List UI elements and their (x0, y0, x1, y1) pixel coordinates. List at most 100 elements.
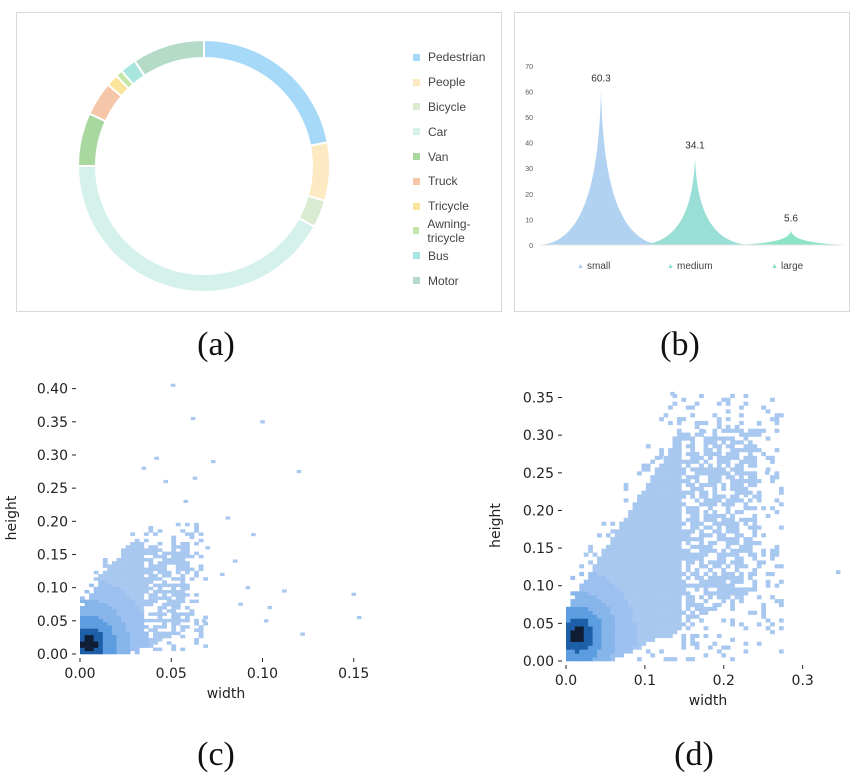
heatmap-cell (694, 633, 700, 639)
heatmap-cell (752, 448, 758, 453)
heatmap-cell (650, 475, 656, 480)
heatmap-cell (184, 615, 190, 620)
heatmap-cell (597, 614, 602, 619)
heatmap-cell (157, 638, 163, 642)
heatmap-cell (148, 596, 154, 600)
heatmap-cell (134, 567, 140, 572)
heatmap-cell (628, 544, 633, 550)
heatmap-cell (739, 498, 744, 503)
heatmap-cell (641, 575, 647, 580)
heatmap-cell (690, 637, 695, 642)
heatmap-cell (654, 602, 660, 608)
heatmap-cell (597, 579, 602, 584)
heatmap-cell (619, 626, 624, 631)
heatmap-cell (574, 618, 580, 623)
heatmap-cell (157, 596, 163, 600)
heatmap-cell (125, 558, 131, 562)
heatmap-cell (574, 645, 580, 650)
heatmap-cell (645, 595, 651, 600)
heatmap-cell (685, 595, 691, 600)
legend-item-awning-tricycle: Awning-tricycle (413, 217, 501, 245)
heatmap-cell (632, 645, 638, 650)
heatmap-cell (663, 556, 669, 561)
heatmap-cell (592, 630, 598, 635)
heatmap-cell (107, 606, 113, 610)
heatmap-cell (143, 638, 149, 642)
heatmap-cell (685, 517, 691, 522)
heatmap-cell (619, 599, 624, 604)
heatmap-cell (721, 595, 727, 600)
heatmap-cell (663, 587, 669, 592)
heatmap-cell (659, 568, 664, 573)
donut-slice-car (76, 165, 316, 293)
heatmap-cell (148, 602, 154, 607)
heatmap-cell (694, 614, 700, 619)
heatmap-cell (668, 591, 673, 596)
heatmap-cell (650, 544, 656, 550)
heatmap-cell (734, 525, 740, 530)
heatmap-cell (166, 634, 172, 639)
heatmap-cell (699, 602, 704, 608)
heatmap-cell (107, 631, 113, 636)
heatmap-cell (175, 618, 181, 623)
heatmap-cell (676, 467, 682, 472)
heatmap-cell (125, 650, 131, 655)
heatmap-cell (650, 630, 656, 635)
heatmap-cell (180, 647, 186, 652)
heatmap-cell (130, 615, 136, 620)
y-tick-label: 0.05 (37, 614, 68, 630)
heatmap-cell (623, 626, 629, 631)
heatmap-cell (614, 599, 620, 604)
heatmap-cell (668, 618, 673, 623)
heatmap-cell (198, 628, 204, 632)
heatmap-cell (162, 618, 167, 623)
legend-label: Car (428, 124, 448, 139)
heatmap-cell (672, 591, 678, 596)
heatmap-cell (111, 650, 117, 655)
heatmap-cell (676, 502, 682, 507)
heatmap-cell (171, 625, 177, 629)
heatmap-cell (668, 606, 673, 611)
heatmap-cell (694, 606, 700, 611)
heatmap-cell (98, 574, 104, 578)
heatmap-cell (116, 650, 122, 655)
heatmap-cell (730, 637, 735, 642)
heatmap-cell (121, 634, 126, 639)
heatmap-cell (619, 622, 624, 627)
heatmap-cell (645, 463, 651, 468)
heatmap-cell (637, 521, 642, 526)
heatmap-cell (632, 587, 638, 592)
heatmap-cell (143, 631, 149, 636)
heatmap-cell (632, 599, 638, 604)
heatmap-cell (592, 641, 598, 646)
heatmap-cell (139, 542, 145, 546)
x-tick-label: 0.0 (555, 673, 577, 689)
heatmap-cell (650, 533, 656, 538)
heatmap-cell (623, 622, 629, 627)
heatmap-cell (739, 587, 744, 592)
heatmap-cell (654, 517, 660, 522)
heatmap-cell (747, 587, 753, 592)
heatmap-cell (659, 649, 664, 654)
heatmap-cell (725, 444, 731, 449)
heatmap-cell (356, 615, 362, 620)
heatmap-cell (597, 602, 602, 608)
heatmap-cell (716, 564, 722, 569)
heatmap-cell (175, 615, 181, 620)
heatmap-cell (610, 564, 616, 569)
heatmap-cell (708, 548, 713, 553)
heatmap-cell (685, 444, 691, 449)
heatmap-cell (260, 420, 265, 424)
heatmap-d: 0.0 0.1 0.2 0.30.000.050.100.150.200.250.30… (488, 391, 841, 709)
heatmap-cell (694, 587, 700, 592)
heatmap-cell (734, 428, 740, 433)
heatmap-cell (102, 606, 108, 610)
heatmap-cell (690, 494, 695, 499)
heatmap-cell (153, 551, 158, 556)
heatmap-cell (623, 571, 629, 577)
heatmap-cell (614, 606, 620, 611)
heatmap-cell (614, 645, 620, 650)
heatmap-cell (98, 590, 104, 594)
heatmap-cell (659, 471, 664, 476)
heatmap-cell (672, 436, 678, 441)
